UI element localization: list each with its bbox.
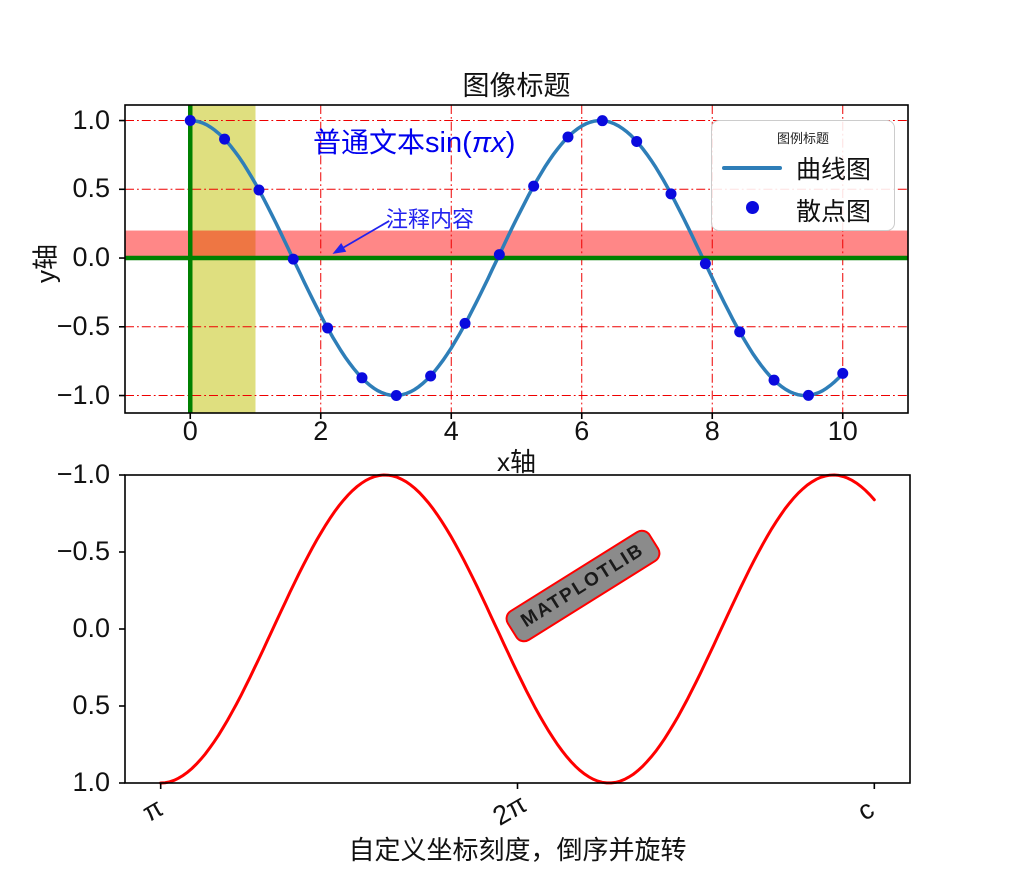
top-ytick-label: 0.5 <box>72 173 110 204</box>
top-xtick-label: 4 <box>443 416 459 446</box>
scatter-point <box>356 372 368 384</box>
legend-dot-swatch-wrap <box>722 201 782 219</box>
scatter-point <box>390 390 402 402</box>
bottom-ytick-label: −0.5 <box>56 536 110 566</box>
top-chart-title: 图像标题 <box>462 71 571 101</box>
scatter-point <box>699 258 711 270</box>
top-ytick-label: −1.0 <box>56 379 110 410</box>
scatter-point <box>322 322 334 334</box>
annotation-arrow-line <box>338 220 390 251</box>
legend-line-label: 曲线图 <box>796 156 872 184</box>
scatter-point <box>837 367 849 379</box>
top-xtick-label: 10 <box>827 416 858 446</box>
bottom-ytick-label: −1.0 <box>56 459 110 489</box>
annotation-arrow-head <box>332 243 347 254</box>
inline-text-fn-suffix: ) <box>505 127 516 159</box>
scatter-point <box>802 389 814 401</box>
top-xaxis-label: x轴 <box>496 447 536 477</box>
scatter-point <box>287 253 299 265</box>
bottom-ytick-label: 0.0 <box>72 613 110 643</box>
bottom-curve-line <box>159 473 876 785</box>
scatter-point <box>184 115 196 127</box>
legend-scatter-label: 散点图 <box>796 198 872 226</box>
legend: 图例标题 曲线图 散点图 <box>711 120 895 231</box>
bottom-ytick-label: 1.0 <box>72 767 110 797</box>
inline-text: 普通文本sin(πx) <box>313 121 515 161</box>
legend-entry-scatter: 散点图 <box>722 189 884 231</box>
scatter-point <box>528 180 540 192</box>
legend-line-swatch <box>722 166 782 170</box>
legend-title: 图例标题 <box>776 131 829 146</box>
legend-dot-swatch <box>745 201 759 214</box>
top-xtick-label: 6 <box>574 416 590 446</box>
scatter-point <box>219 133 231 145</box>
top-ytick-label: −0.5 <box>56 310 110 341</box>
scatter-point <box>665 188 677 200</box>
scatter-point <box>562 131 574 143</box>
scatter-point <box>425 370 437 382</box>
curve-line <box>188 118 845 398</box>
scatter-point <box>493 249 505 261</box>
legend-entry-line: 曲线图 <box>722 147 884 189</box>
axhspan-band <box>125 230 908 259</box>
top-ytick-label: 0.0 <box>72 242 110 273</box>
scatter-point <box>631 135 643 147</box>
scatter-point <box>768 374 780 386</box>
inline-text-plain: 普通文本 <box>313 127 426 158</box>
inline-text-fn-prefix: sin( <box>425 127 472 159</box>
top-ytick-label: 1.0 <box>72 104 110 135</box>
inline-text-fn-italic: πx <box>471 127 506 159</box>
scatter-point <box>253 184 265 196</box>
top-xtick-label: 2 <box>313 416 329 446</box>
bottom-ytick-label: 0.5 <box>72 690 110 720</box>
bottom-xaxis-label: 自定义坐标刻度，倒序并旋转 <box>348 835 687 865</box>
top-axes-spine <box>124 104 909 414</box>
scatter-point <box>459 317 471 329</box>
annotation-text: 注释内容 <box>386 207 475 232</box>
scatter-point <box>734 326 746 338</box>
top-xtick-label: 0 <box>182 416 198 446</box>
scatter-point <box>596 115 608 127</box>
top-xtick-label: 8 <box>704 416 720 446</box>
